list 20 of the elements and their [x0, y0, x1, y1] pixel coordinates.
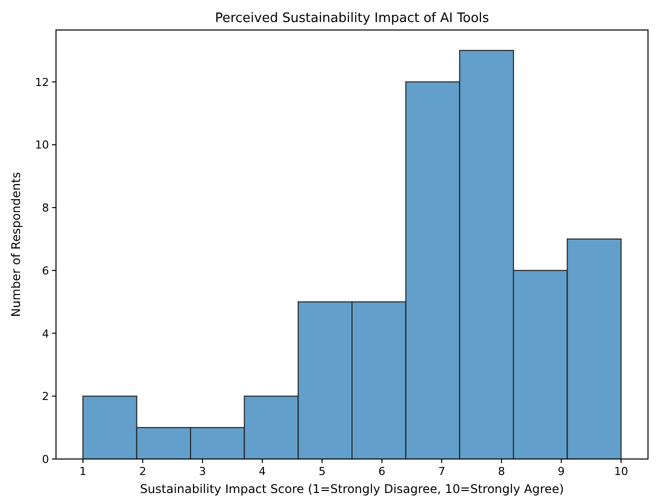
x-tick-label: 5 [318, 465, 326, 478]
chart-title: Perceived Sustainability Impact of AI Tools [214, 11, 490, 26]
y-tick-label: 4 [42, 327, 49, 340]
y-tick-label: 2 [42, 390, 49, 404]
y-tick-label: 8 [42, 202, 49, 215]
y-tick-label: 10 [35, 138, 49, 152]
x-tick-label: 4 [258, 465, 266, 478]
x-tick-label: 6 [378, 465, 386, 478]
x-tick-label: 7 [438, 465, 446, 478]
y-tick-label: 0 [42, 453, 49, 466]
x-tick-label: 8 [498, 465, 505, 478]
y-tick-label: 12 [35, 76, 49, 89]
x-tick-label: 3 [199, 465, 206, 478]
x-axis-title: Sustainability Impact Score (1=Strongly Disagree, 10=Strongly Agree) [140, 482, 564, 496]
x-tick-label: 10 [614, 465, 628, 478]
x-tick-label: 1 [79, 465, 86, 478]
x-tick-label: 2 [139, 465, 146, 478]
y-axis-title: Number of Respondents [9, 172, 23, 317]
x-tick-label: 9 [558, 465, 565, 478]
y-tick-label: 6 [42, 264, 49, 278]
